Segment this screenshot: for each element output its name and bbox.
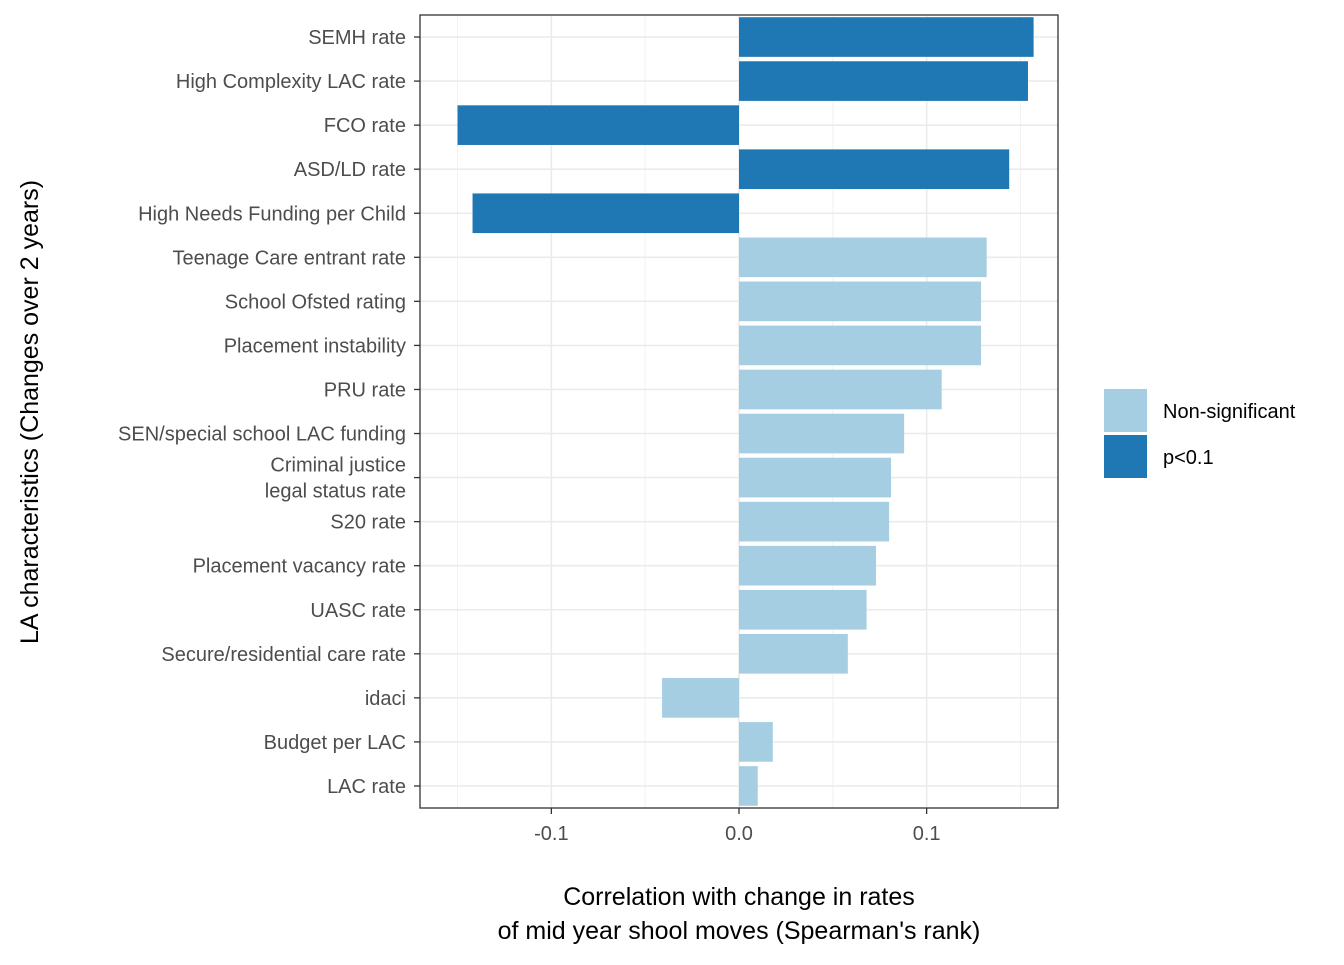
bar [739,61,1028,101]
y-tick-label-line: LAC rate [327,776,406,798]
y-tick-label-line: High Needs Funding per Child [138,203,406,225]
y-tick-label: FCO rate [324,115,406,137]
y-tick-label: UASC rate [310,600,406,622]
y-tick-label: School Ofsted rating [225,291,406,313]
x-tick-label: 0.0 [725,823,753,845]
y-tick-label: SEMH rate [308,27,406,49]
y-tick-label: Budget per LAC [264,732,406,754]
y-tick-label: LAC rate [327,776,406,798]
bar [739,633,848,674]
y-tick-label-line: SEMH rate [308,27,406,49]
y-tick-label-line: Placement instability [224,335,406,357]
y-tick-label-line: Criminal justice [270,455,406,477]
x-tick-label: 0.1 [913,823,941,845]
legend-swatch [1104,389,1147,432]
x-tick-label: -0.1 [534,823,568,845]
y-tick-label-line: SEN/special school LAC funding [118,424,406,446]
y-tick-label: Placement vacancy rate [193,556,406,578]
y-tick-label-line: Secure/residential care rate [161,644,406,666]
y-tick-label-line: UASC rate [310,600,406,622]
bar [739,766,758,806]
bar [662,678,739,718]
y-tick-label-line: idaci [365,688,406,710]
legend: Non-significant p<0.1 [1104,389,1296,478]
bar [739,722,773,762]
y-tick-label: SEN/special school LAC funding [118,424,406,446]
y-axis-title: LA characteristics (Changes over 2 years… [16,180,44,644]
y-tick-label-line: High Complexity LAC rate [176,71,406,93]
y-tick-label: High Complexity LAC rate [176,71,406,93]
y-tick-label: High Needs Funding per Child [138,203,406,225]
y-axis: SEMH rate High Complexity LAC rate FCO rat… [118,27,420,798]
x-axis: -0.1 0.0 0.1 [534,808,941,845]
y-tick-label-line: ASD/LD rate [294,159,406,181]
y-tick-label-line: Budget per LAC [264,732,406,754]
bar [739,237,987,278]
legend-label: p<0.1 [1163,447,1214,469]
bar [739,281,982,322]
x-axis-title-line: of mid year shool moves (Spearman's rank… [498,917,981,945]
y-tick-label-line: Teenage Care entrant rate [173,247,407,269]
y-tick-label-line: School Ofsted rating [225,291,406,313]
y-tick-label-line: S20 rate [330,512,406,534]
y-tick-label-line: legal status rate [265,481,406,503]
y-tick-label: Criminal justice legal status rate [265,455,406,503]
bar [739,17,1034,57]
bar [457,105,739,145]
legend-swatch [1104,435,1147,478]
x-axis-title-line: Correlation with change in rates [563,883,915,911]
y-tick-label: ASD/LD rate [294,159,406,181]
bar [739,369,942,410]
y-tick-label: S20 rate [330,512,406,534]
bar [739,149,1010,190]
bar [739,325,982,366]
y-tick-label: Placement instability [224,335,406,357]
bars [457,17,1034,806]
bar [739,501,890,542]
y-tick-label: PRU rate [324,379,406,401]
bar [739,413,905,454]
y-tick-label: Teenage Care entrant rate [173,247,407,269]
bar [739,457,891,498]
y-tick-label-line: FCO rate [324,115,406,137]
bar [739,545,876,586]
x-axis-title: Correlation with change in rates of mid y… [498,883,981,945]
bar [472,193,739,234]
bar [739,589,867,630]
y-tick-label-line: Placement vacancy rate [193,556,406,578]
legend-label: Non-significant [1163,401,1296,423]
y-tick-label-line: PRU rate [324,379,406,401]
y-tick-label: Secure/residential care rate [161,644,406,666]
y-tick-label: idaci [365,688,406,710]
